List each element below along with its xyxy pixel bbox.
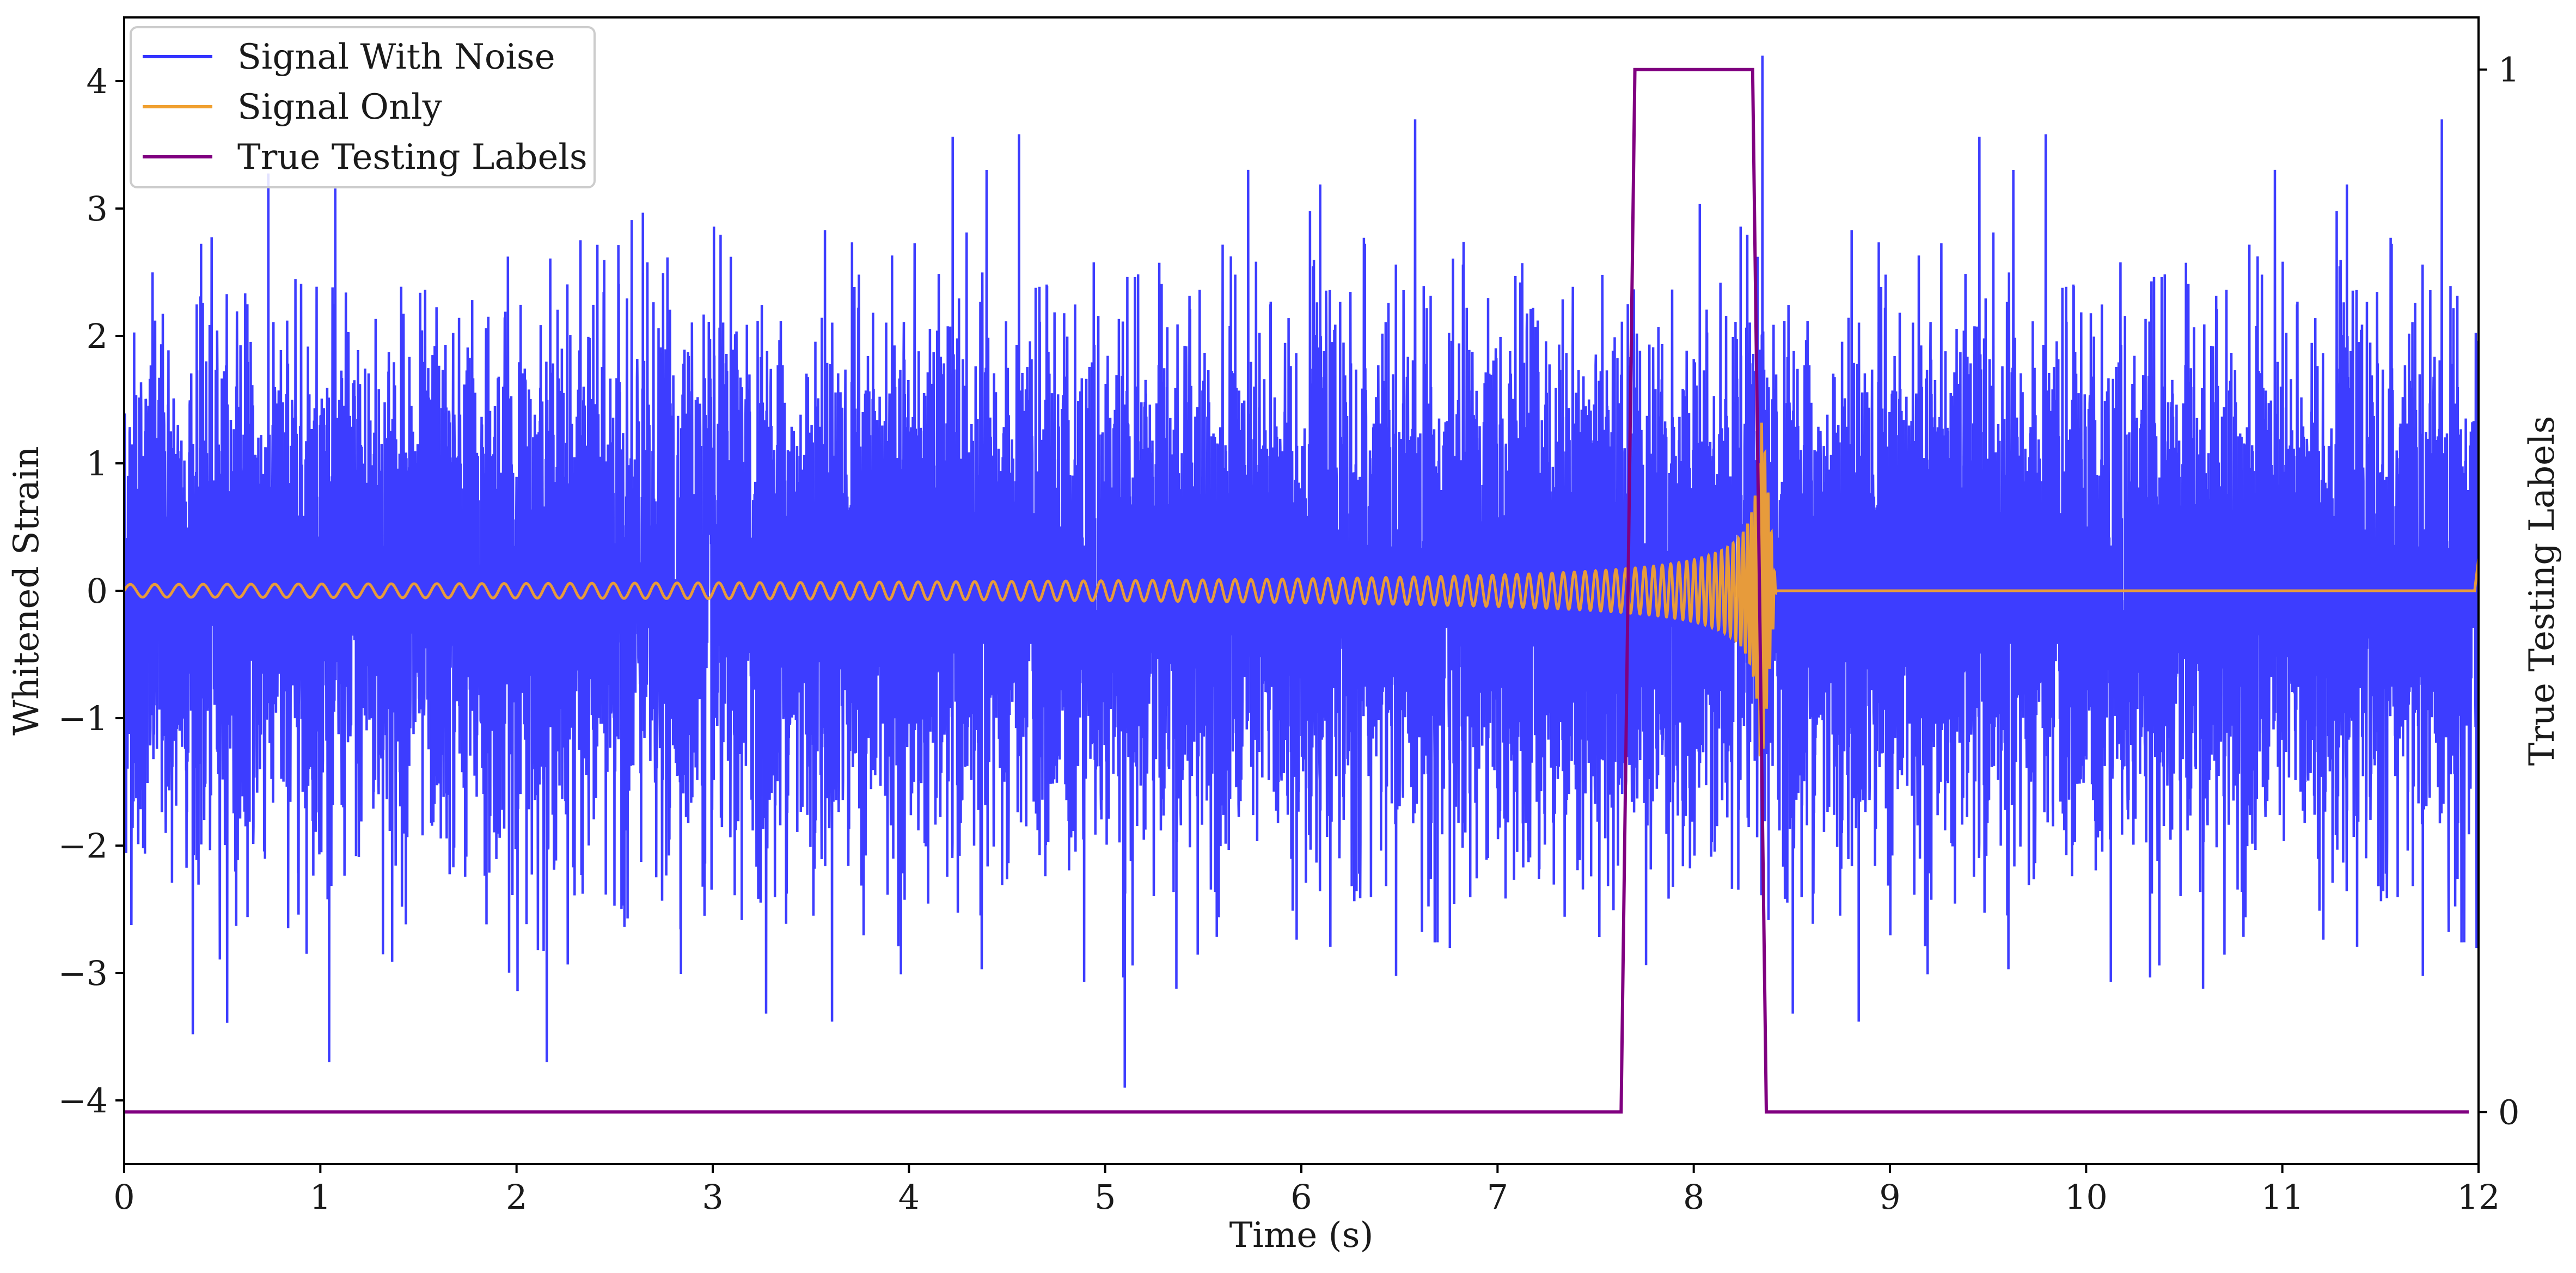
x-tick-label: 5	[1094, 1177, 1116, 1217]
x-tick-label: 0	[113, 1177, 134, 1217]
x-tick-label: 2	[506, 1177, 527, 1217]
x-tick-label: 8	[1683, 1177, 1704, 1217]
y-right-tick-label: 0	[2498, 1092, 2519, 1132]
y-right-tick-label: 1	[2498, 50, 2519, 90]
y-tick-label: 3	[87, 189, 108, 229]
y-tick-label: 2	[87, 316, 108, 356]
x-tick-label: 1	[310, 1177, 331, 1217]
y-tick-label: 0	[87, 571, 108, 611]
x-tick-label: 10	[2065, 1177, 2108, 1217]
x-tick-label: 4	[898, 1177, 920, 1217]
series-signal-with-noise	[124, 56, 2479, 1088]
series-true-testing-labels	[124, 68, 2469, 1114]
x-tick-label: 3	[702, 1177, 723, 1217]
y-tick-label: 4	[87, 62, 108, 101]
x-tick-label: 12	[2457, 1177, 2500, 1217]
legend-label: Signal Only	[237, 87, 442, 127]
x-axis-title: Time (s)	[1229, 1215, 1374, 1256]
x-tick-label: 9	[1879, 1177, 1900, 1217]
y-tick-label: 1	[87, 444, 108, 484]
x-tick-label: 7	[1487, 1177, 1508, 1217]
y-right-axis-title: True Testing Labels	[2522, 416, 2562, 766]
legend-box	[130, 26, 596, 188]
x-tick-label: 11	[2261, 1177, 2304, 1217]
legend-label: Signal With Noise	[237, 37, 555, 77]
x-tick-label: 6	[1290, 1177, 1312, 1217]
y-tick-label: −4	[58, 1081, 108, 1121]
y-tick-label: −1	[58, 699, 108, 738]
y-tick-label: −3	[58, 953, 108, 993]
series-signal-only	[124, 423, 2479, 757]
y-tick-label: −2	[58, 826, 108, 866]
y-axis-title: Whitened Strain	[7, 446, 47, 735]
legend-label: True Testing Labels	[237, 137, 588, 178]
